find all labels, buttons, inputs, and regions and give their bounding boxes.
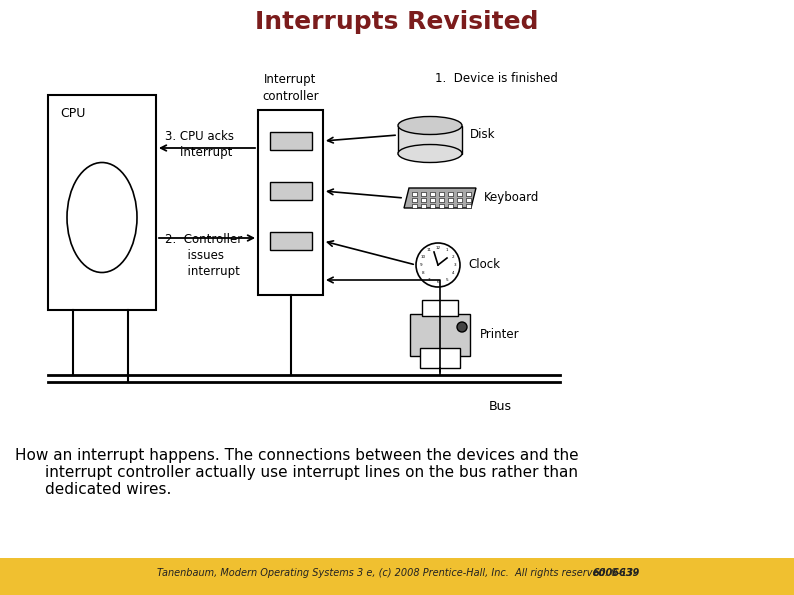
Text: interrupt controller actually use interrupt lines on the bus rather than: interrupt controller actually use interr…: [45, 465, 578, 480]
Text: Keyboard: Keyboard: [484, 192, 539, 205]
Bar: [430, 198, 435, 202]
Bar: [448, 192, 453, 196]
Ellipse shape: [398, 117, 462, 134]
Text: 6: 6: [437, 280, 439, 284]
Text: Interrupts Revisited: Interrupts Revisited: [255, 10, 539, 34]
Text: How an interrupt happens. The connections between the devices and the: How an interrupt happens. The connection…: [15, 448, 579, 463]
Bar: [439, 204, 444, 208]
Text: 2.  Controller
      issues
      interrupt: 2. Controller issues interrupt: [165, 233, 242, 278]
Bar: [421, 204, 426, 208]
Bar: [0, 558, 794, 595]
Text: 6006639: 6006639: [593, 568, 640, 578]
Text: 9: 9: [420, 263, 422, 267]
Text: 3: 3: [453, 263, 457, 267]
Bar: [457, 198, 462, 202]
Text: 10: 10: [421, 255, 426, 258]
Text: Clock: Clock: [468, 258, 500, 271]
Bar: [412, 192, 417, 196]
Bar: [269, 232, 311, 250]
Text: 7: 7: [428, 278, 431, 281]
Bar: [398, 126, 462, 154]
Bar: [448, 198, 453, 202]
Text: Disk: Disk: [470, 129, 495, 142]
Text: 1.  Device is finished: 1. Device is finished: [435, 71, 558, 84]
Circle shape: [416, 243, 460, 287]
Text: 5: 5: [445, 278, 448, 281]
Text: Interrupt
controller: Interrupt controller: [262, 74, 319, 102]
Bar: [466, 198, 471, 202]
Bar: [410, 314, 470, 356]
Bar: [466, 204, 471, 208]
Text: 4: 4: [452, 271, 454, 275]
Text: 3. CPU acks
    interrupt: 3. CPU acks interrupt: [165, 130, 234, 159]
Text: 11: 11: [427, 248, 432, 252]
Text: CPU: CPU: [60, 107, 86, 120]
Bar: [412, 198, 417, 202]
Text: 12: 12: [435, 246, 441, 250]
Bar: [439, 192, 444, 196]
Text: Bus: Bus: [488, 400, 511, 413]
Ellipse shape: [398, 145, 462, 162]
Text: dedicated wires.: dedicated wires.: [45, 482, 172, 497]
Bar: [412, 204, 417, 208]
Bar: [269, 132, 311, 150]
Circle shape: [457, 322, 467, 332]
Bar: [430, 204, 435, 208]
Text: Tanenbaum, Modern Operating Systems 3 e, (c) 2008 Prentice-Hall, Inc.  All right: Tanenbaum, Modern Operating Systems 3 e,…: [157, 568, 637, 578]
Bar: [430, 192, 435, 196]
Bar: [48, 95, 156, 310]
Bar: [466, 192, 471, 196]
Text: 8: 8: [422, 271, 425, 275]
Bar: [420, 348, 460, 368]
Bar: [421, 192, 426, 196]
Bar: [448, 204, 453, 208]
Ellipse shape: [67, 162, 137, 273]
Bar: [258, 110, 323, 295]
Bar: [269, 182, 311, 200]
Bar: [457, 192, 462, 196]
Bar: [421, 198, 426, 202]
Text: 1: 1: [445, 248, 448, 252]
Bar: [457, 204, 462, 208]
Bar: [439, 198, 444, 202]
Text: Printer: Printer: [480, 328, 519, 342]
Text: 2: 2: [452, 255, 454, 258]
Polygon shape: [404, 188, 476, 208]
Bar: [422, 300, 458, 316]
